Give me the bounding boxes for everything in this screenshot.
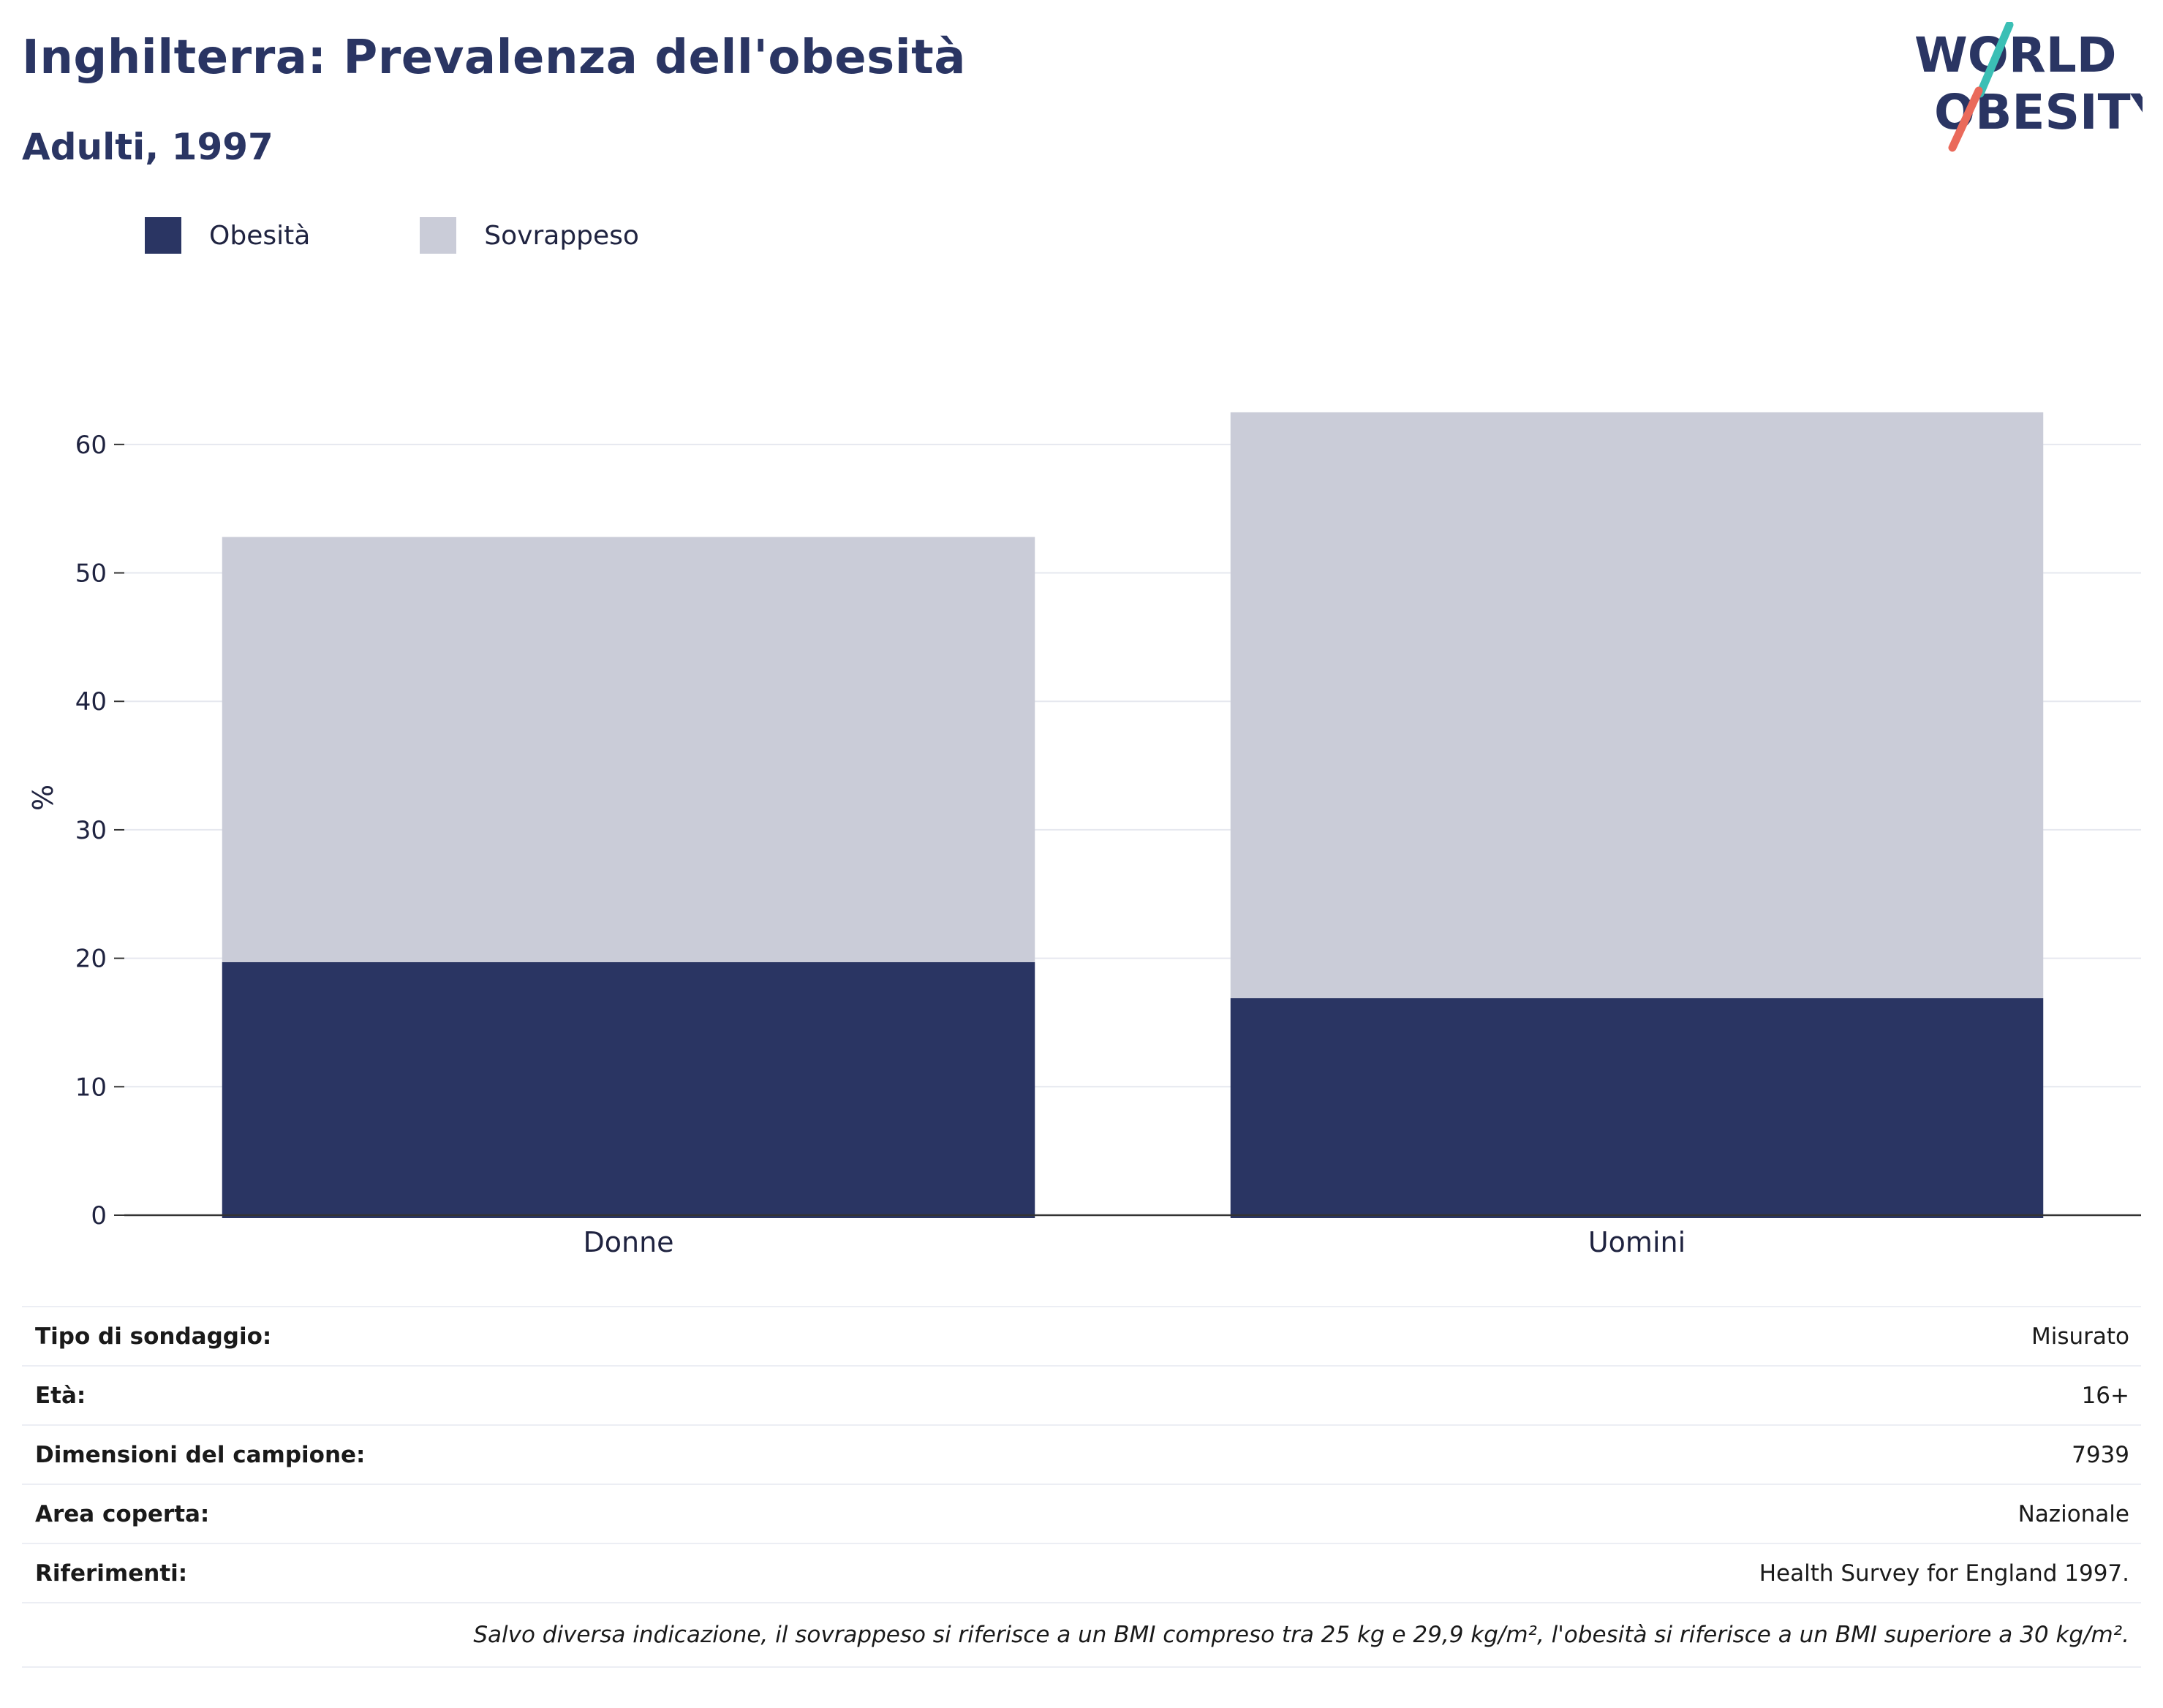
y-tick-label: 40: [75, 687, 107, 717]
y-tick-label: 0: [91, 1201, 107, 1231]
legend-swatch-obesita: [145, 217, 181, 254]
x-tick-label: Uomini: [1588, 1226, 1686, 1258]
table-row: Riferimenti: Health Survey for England 1…: [22, 1544, 2141, 1603]
table-row: Dimensioni del campione: 7939: [22, 1426, 2141, 1485]
y-tick-label: 10: [75, 1073, 107, 1102]
bar-uomini-sovrappeso: [1230, 412, 2044, 999]
detail-key: Tipo di sondaggio:: [35, 1323, 272, 1350]
logo-teal-slash: [1976, 22, 2014, 98]
legend-label-obesita: Obesità: [209, 220, 311, 251]
chart-title: Inghilterra: Prevalenza dell'obesità: [22, 31, 966, 85]
y-tick-label: 20: [75, 945, 107, 974]
bar-donne-sovrappeso: [222, 537, 1035, 962]
y-axis-label: %: [27, 785, 59, 811]
logo-line1: WORLD: [1914, 27, 2117, 83]
x-tick-label: Donne: [583, 1226, 673, 1258]
detail-key: Età:: [35, 1382, 86, 1409]
chart-subtitle: Adulti, 1997: [22, 126, 273, 168]
world-obesity-logo: WORLD OBESITY: [1914, 22, 2143, 152]
table-row: Età: 16+: [22, 1367, 2141, 1426]
legend-swatch-sovrappeso: [420, 217, 457, 254]
legend-label-sovrappeso: Sovrappeso: [484, 220, 639, 251]
legend-item-sovrappeso[interactable]: Sovrappeso: [420, 217, 639, 254]
detail-value: 16+: [2081, 1382, 2129, 1409]
table-row: Tipo di sondaggio: Misurato: [22, 1307, 2141, 1367]
detail-value: Misurato: [2031, 1323, 2129, 1350]
y-tick-label: 50: [75, 559, 107, 589]
detail-key: Area coperta:: [35, 1500, 210, 1527]
chart-legend: Obesità Sovrappeso: [145, 216, 749, 254]
detail-value: Nazionale: [2017, 1500, 2129, 1527]
bar-donne-obesita: [222, 961, 1035, 1218]
bar-uomini-obesita: [1230, 998, 2044, 1218]
y-tick-label: 60: [75, 431, 107, 460]
detail-value: 7939: [2072, 1441, 2129, 1468]
legend-item-obesita[interactable]: Obesità: [145, 217, 310, 254]
y-tick-label: 30: [75, 816, 107, 845]
detail-value: Health Survey for England 1997.: [1759, 1560, 2129, 1587]
survey-details-table: Tipo di sondaggio: Misurato Età: 16+ Dim…: [22, 1306, 2141, 1668]
detail-key: Riferimenti:: [35, 1560, 188, 1587]
stacked-bar-chart: 0 10 20 30 40 50 60% Donne Uomini: [27, 412, 2141, 1258]
logo-coral-slash: [1948, 86, 1983, 152]
table-row: Area coperta: Nazionale: [22, 1485, 2141, 1544]
bmi-definition-note: Salvo diversa indicazione, il sovrappeso…: [22, 1603, 2141, 1668]
detail-key: Dimensioni del campione:: [35, 1441, 366, 1468]
